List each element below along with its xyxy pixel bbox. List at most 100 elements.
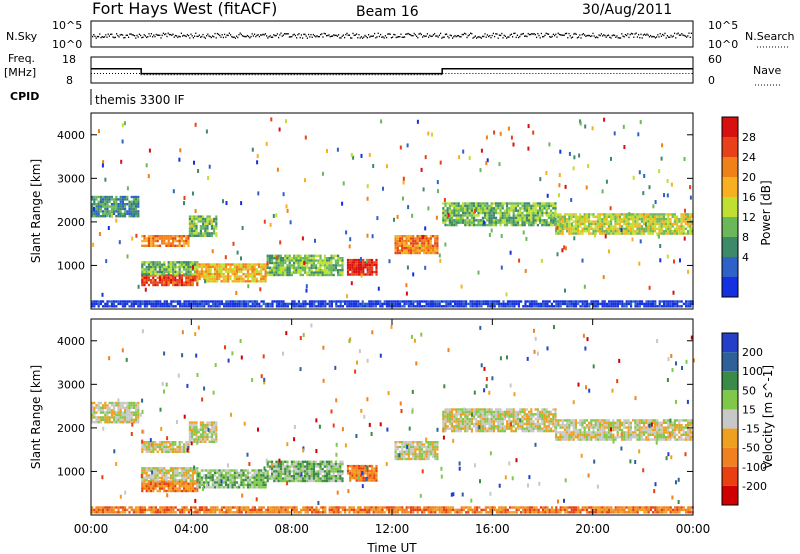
heatmap-cell: [172, 443, 175, 446]
heatmap-cell: [621, 213, 624, 216]
heatmap-cell: [286, 467, 289, 471]
heatmap-cell: [91, 203, 94, 206]
freq-tick-high: 18: [62, 53, 76, 66]
nsky-point: [202, 33, 204, 36]
heatmap-cell: [255, 474, 258, 477]
heatmap-cell: [508, 207, 511, 210]
heatmap-cell: [379, 305, 382, 308]
heatmap-cell: [590, 225, 593, 228]
heatmap-cell: [585, 213, 588, 216]
heatmap-cell: [414, 237, 417, 240]
heatmap-cell: [121, 200, 124, 203]
heatmap-cell: [332, 479, 335, 483]
heatmap-cell: [143, 482, 146, 485]
heatmap-cell: [614, 232, 617, 235]
heatmap-cell: [330, 261, 333, 265]
heatmap-cell: [364, 273, 367, 276]
heatmap-cell: [470, 204, 473, 208]
heatmap-cell: [453, 209, 456, 212]
heatmap-cell: [189, 489, 192, 493]
heatmap-cell: [515, 302, 518, 306]
heatmap-cell: [288, 271, 291, 274]
heatmap-cell: [251, 265, 254, 269]
heatmap-cell: [451, 223, 454, 227]
heatmap-cell: [108, 406, 111, 409]
heatmap-cell: [510, 221, 513, 224]
heatmap-cell: [596, 222, 599, 226]
heatmap-cell: [185, 242, 188, 245]
heatmap-cell: [431, 244, 435, 247]
heatmap-cell: [215, 421, 218, 424]
heatmap-cell: [374, 300, 377, 303]
heatmap-cell: [161, 487, 164, 490]
heatmap-cell: [124, 205, 127, 208]
heatmap-cell: [619, 300, 622, 303]
heatmap-cell: [488, 216, 491, 220]
nsky-point: [593, 35, 595, 37]
heatmap-cell: [491, 300, 494, 303]
heatmap-cell: [106, 411, 109, 414]
heatmap-cell: [188, 234, 191, 237]
heatmap-cell: [191, 215, 194, 218]
nsky-point: [413, 32, 415, 35]
heatmap-cell: [566, 305, 569, 308]
heatmap-cell: [449, 305, 452, 308]
heatmap-cell: [257, 474, 261, 477]
heatmap-cell: [568, 225, 571, 228]
heatmap-cell: [199, 421, 202, 424]
heatmap-cell: [579, 119, 582, 124]
heatmap-cell: [414, 244, 417, 247]
heatmap-cell: [204, 426, 207, 429]
heatmap-cell: [196, 261, 199, 264]
heatmap-cell: [176, 279, 179, 282]
nave-tick-high: 60: [708, 53, 722, 66]
heatmap-cell: [608, 302, 611, 306]
heatmap-cell: [674, 300, 677, 303]
heatmap-cell: [416, 242, 419, 245]
heatmap-cell: [360, 266, 363, 269]
heatmap-cell: [601, 218, 604, 221]
heatmap-cell: [242, 471, 245, 475]
heatmap-cell: [204, 217, 207, 221]
heatmap-cell: [342, 181, 345, 186]
heatmap-cell: [282, 470, 285, 473]
heatmap-cell: [117, 300, 120, 303]
heatmap-cell: [242, 302, 245, 306]
heatmap-cell: [185, 261, 188, 264]
heatmap-cell: [247, 305, 250, 308]
heatmap-cell: [251, 486, 254, 489]
heatmap-cell: [564, 288, 566, 293]
heatmap-cell: [638, 302, 641, 306]
heatmap-cell: [165, 469, 168, 472]
heatmap-cell: [268, 261, 271, 265]
nsky-point: [357, 37, 359, 39]
heatmap-cell: [132, 404, 135, 407]
heatmap-cell: [499, 211, 502, 215]
heatmap-cell: [659, 244, 662, 248]
heatmap-cell: [577, 227, 580, 230]
heatmap-cell: [326, 477, 329, 480]
nsky-point: [324, 33, 326, 35]
heatmap-cell: [563, 222, 566, 226]
heatmap-cell: [440, 305, 443, 308]
heatmap-cell: [199, 232, 202, 235]
heatmap-cell: [464, 204, 467, 208]
nsky-point: [471, 33, 473, 35]
heatmap-cell: [176, 474, 179, 477]
heatmap-cell: [339, 467, 342, 471]
heatmap-cell: [132, 300, 135, 303]
heatmap-cell: [306, 273, 309, 277]
heatmap-cell: [163, 242, 166, 245]
heatmap-cell: [481, 207, 484, 210]
heatmap-cell: [409, 235, 413, 238]
heatmap-cell: [359, 302, 362, 306]
heatmap-cell: [188, 421, 191, 424]
heatmap-cell: [165, 270, 168, 274]
heatmap-cell: [568, 222, 571, 226]
heatmap-cell: [193, 220, 196, 223]
heatmap-cell: [636, 305, 639, 308]
nsky-point: [592, 32, 594, 35]
heatmap-cell: [185, 443, 188, 446]
heatmap-cell: [169, 448, 172, 451]
heatmap-cell: [188, 438, 191, 441]
